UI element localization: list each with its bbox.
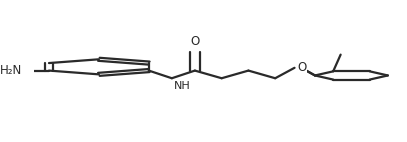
Text: O: O <box>298 61 307 74</box>
Text: NH: NH <box>174 81 190 91</box>
Text: O: O <box>190 35 199 48</box>
Text: H₂N: H₂N <box>0 64 22 77</box>
